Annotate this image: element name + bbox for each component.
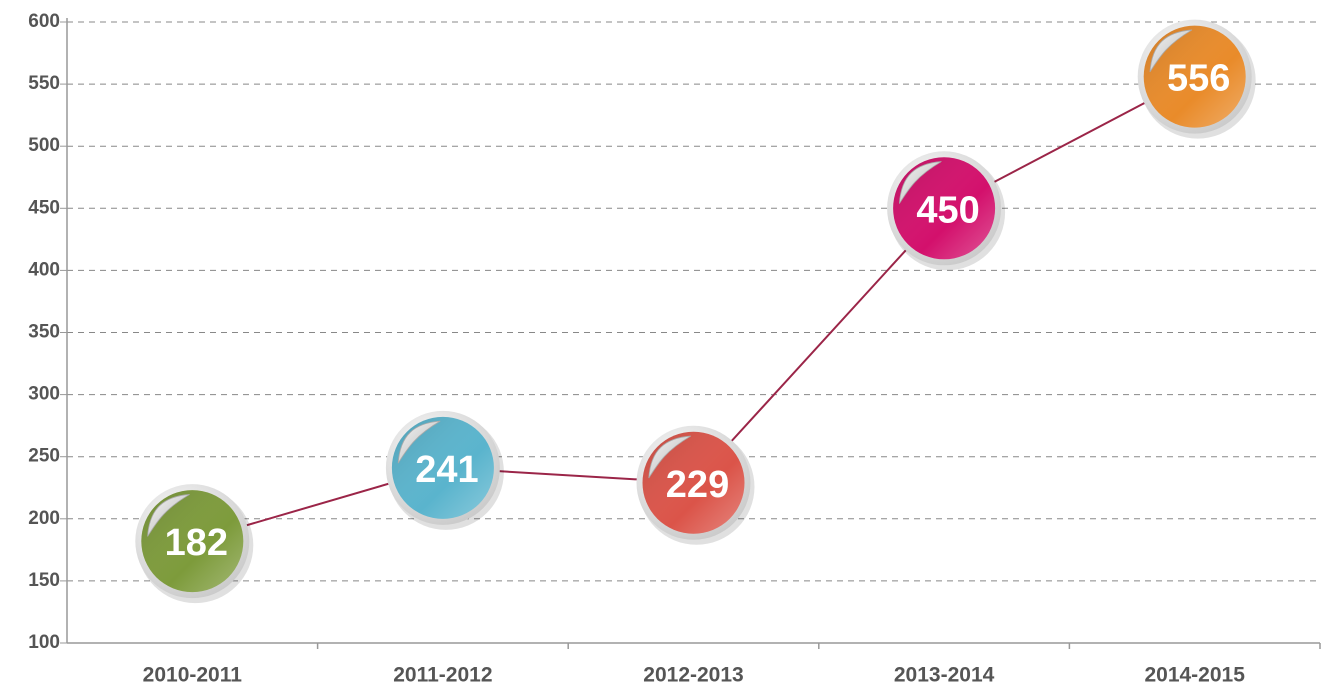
sticker-peel <box>648 435 691 479</box>
sticker <box>385 410 504 530</box>
y-tick-label: 600 <box>28 11 60 32</box>
x-tick-label: 2011-2012 <box>393 664 492 687</box>
sticker <box>135 484 254 604</box>
y-tick-label: 200 <box>28 508 60 529</box>
y-tick-label: 150 <box>28 570 60 591</box>
x-tick-label: 2012-2013 <box>643 664 743 687</box>
sticker-peel <box>147 494 190 537</box>
sticker <box>636 425 755 545</box>
sticker-shine <box>141 490 244 593</box>
sticker-shine <box>642 431 745 534</box>
x-tick-label: 2010-2011 <box>143 664 243 687</box>
sticker-peel <box>898 161 942 204</box>
sticker-shine <box>391 416 494 519</box>
x-tick-label: 2013-2014 <box>894 664 995 687</box>
value-label: 241 <box>415 449 478 491</box>
value-label: 182 <box>165 522 228 564</box>
sticker <box>887 151 1006 271</box>
value-label: 450 <box>916 189 979 231</box>
sticker-shine <box>893 157 996 260</box>
y-tick-label: 250 <box>28 446 60 467</box>
y-tick-label: 500 <box>28 135 60 156</box>
value-label: 556 <box>1167 58 1230 100</box>
sticker-shine <box>1143 25 1246 128</box>
y-tick-label: 100 <box>28 632 60 653</box>
y-tick-label: 300 <box>28 384 60 405</box>
x-tick-label: 2014-2015 <box>1144 664 1245 687</box>
sticker-peel <box>397 420 441 464</box>
y-tick-label: 400 <box>28 259 60 280</box>
sticker <box>1137 19 1256 139</box>
y-tick-label: 350 <box>28 322 60 343</box>
value-label: 229 <box>666 464 729 506</box>
sticker-peel <box>1149 29 1193 73</box>
y-tick-label: 450 <box>28 197 60 218</box>
y-tick-label: 550 <box>28 73 60 94</box>
